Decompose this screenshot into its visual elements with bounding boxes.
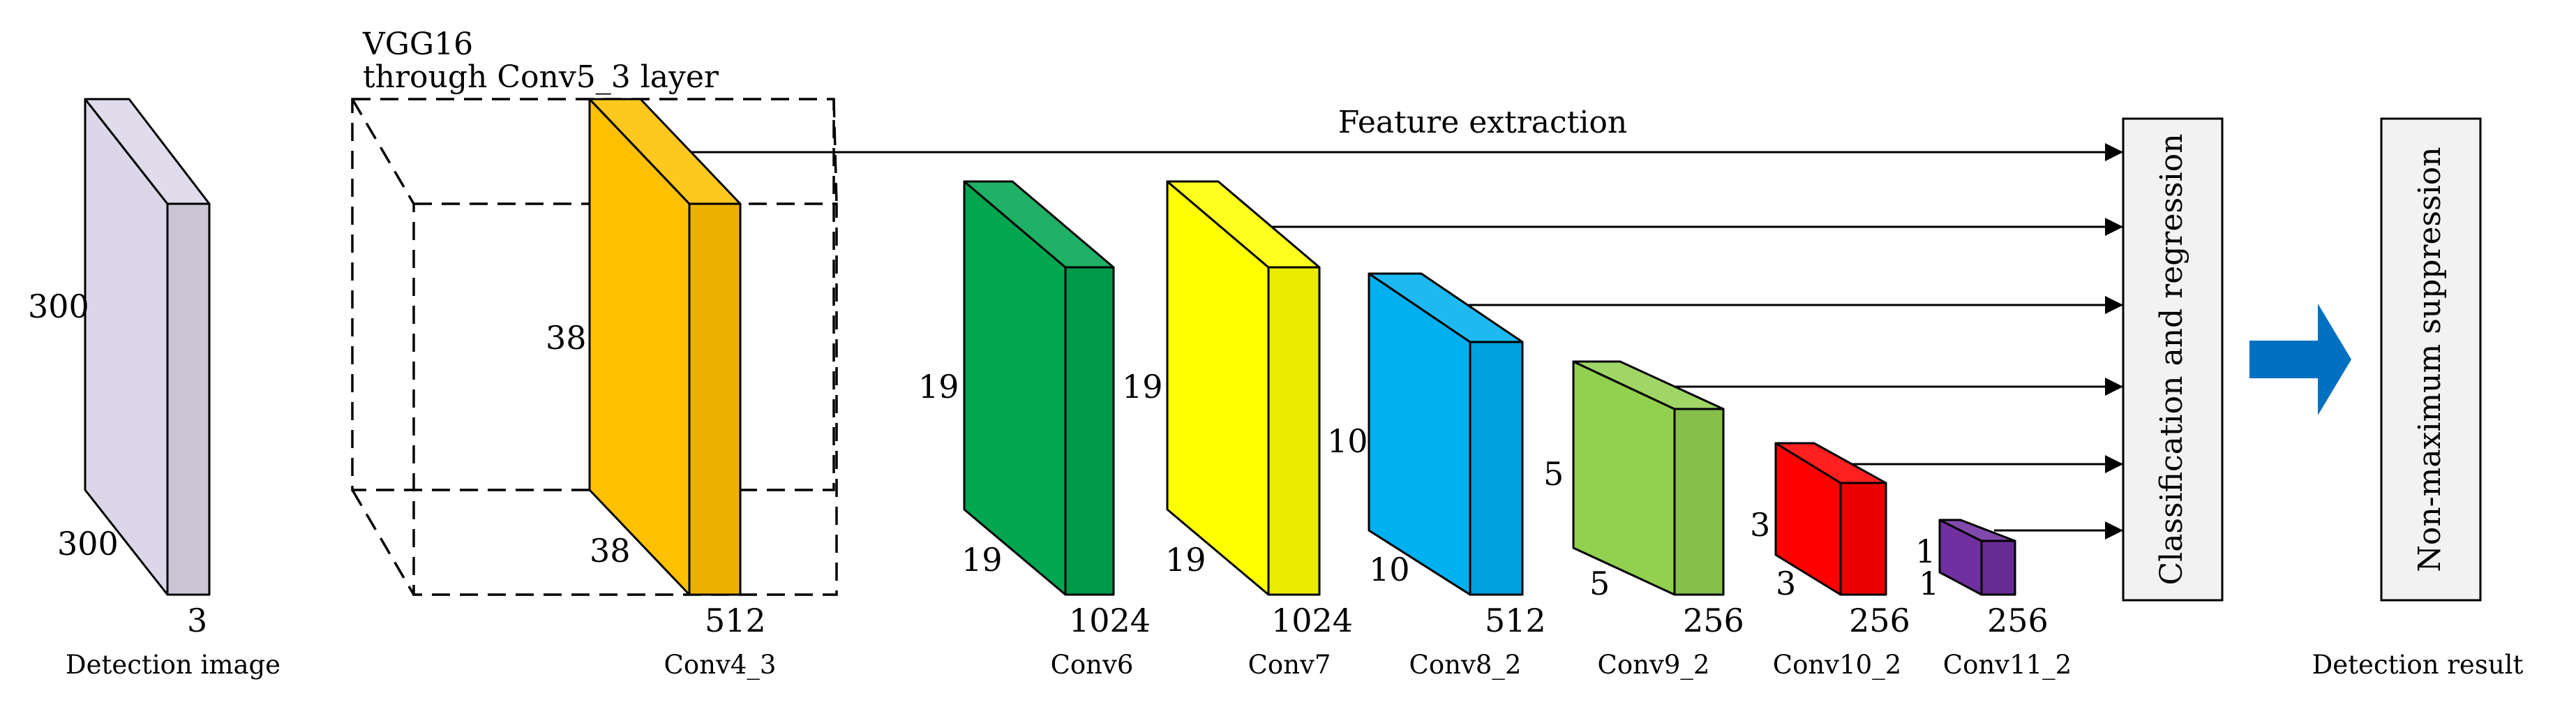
side-face — [1469, 341, 1524, 596]
conv6-width-label: 19 — [961, 541, 1003, 579]
conv9-2-caption: Conv9_2 — [1598, 650, 1710, 680]
conv4-3-block — [588, 98, 742, 596]
conv9-2-depth-label: 256 — [1683, 602, 1744, 639]
conv6-block — [963, 180, 1115, 596]
dimension-labels: 300 300 3 38 38 512 19 19 1024 19 19 102… — [28, 288, 2049, 639]
detection-image-depth-label: 3 — [187, 602, 207, 639]
detection-image-width-label: 300 — [57, 525, 119, 563]
classification-regression-box: Classification and regression — [2122, 117, 2224, 602]
side-face — [1839, 482, 1887, 596]
conv11-2-block — [1938, 519, 2016, 596]
non-maximum-suppression-label: Non-maximum suppression — [2412, 147, 2448, 572]
layer-captions: Detection image Conv4_3 Conv6 Conv7 Conv… — [66, 650, 2524, 680]
conv7-depth-label: 1024 — [1271, 602, 1353, 639]
conv4-3-depth-label: 512 — [705, 602, 766, 639]
conv10-2-height-label: 3 — [1750, 506, 1770, 544]
conv11-2-caption: Conv11_2 — [1943, 650, 2072, 680]
conv7-width-label: 19 — [1165, 541, 1206, 579]
detection-image-caption: Detection image — [66, 650, 280, 680]
feature-arrows — [689, 143, 2123, 540]
detection-image-block — [84, 98, 211, 596]
detection-image-height-label: 300 — [28, 288, 89, 325]
conv11-2-depth-label: 256 — [1987, 602, 2049, 639]
conv8-2-caption: Conv8_2 — [1409, 650, 1522, 680]
conv4-3-height-label: 38 — [546, 319, 587, 357]
vgg16-label-line1: VGG16 — [362, 27, 473, 62]
non-maximum-suppression-box: Non-maximum suppression — [2380, 117, 2482, 602]
conv10-2-depth-label: 256 — [1849, 602, 1910, 639]
conv4-3-width-label: 38 — [590, 532, 631, 570]
conv10-2-width-label: 3 — [1776, 565, 1796, 602]
conv7-block — [1166, 180, 1321, 596]
conv9-2-height-label: 5 — [1543, 455, 1564, 493]
conv8-2-width-label: 10 — [1369, 551, 1410, 588]
detection-result-caption: Detection result — [2312, 650, 2524, 680]
feature-extraction-label: Feature extraction — [1338, 105, 1628, 140]
conv6-caption: Conv6 — [1051, 650, 1134, 680]
conv10-2-caption: Conv10_2 — [1773, 650, 1901, 680]
side-face — [1673, 408, 1725, 596]
conv9-2-block — [1572, 360, 1725, 596]
conv8-2-block — [1368, 272, 1524, 596]
side-face — [688, 202, 742, 596]
side-face — [1267, 266, 1321, 596]
conv4-3-caption: Conv4_3 — [664, 650, 777, 680]
conv8-2-height-label: 10 — [1327, 422, 1368, 460]
layer-blocks — [84, 98, 2016, 596]
conv7-caption: Conv7 — [1248, 650, 1331, 680]
conv11-2-width-label: 1 — [1919, 565, 1939, 602]
conv6-depth-label: 1024 — [1069, 602, 1151, 639]
conv8-2-depth-label: 512 — [1485, 602, 1546, 639]
conv7-height-label: 19 — [1122, 368, 1163, 406]
side-face — [166, 202, 211, 596]
conv9-2-width-label: 5 — [1589, 565, 1610, 602]
vgg16-label-line2: through Conv5_3 layer — [363, 59, 719, 95]
classification-regression-label: Classification and regression — [2154, 133, 2189, 585]
conv10-2-block — [1774, 442, 1887, 596]
side-face — [1064, 266, 1115, 596]
conv6-height-label: 19 — [918, 368, 959, 406]
side-face — [1980, 540, 2016, 596]
big-blue-arrow — [2249, 304, 2351, 415]
conv11-2-height-label: 1 — [1915, 533, 1935, 570]
